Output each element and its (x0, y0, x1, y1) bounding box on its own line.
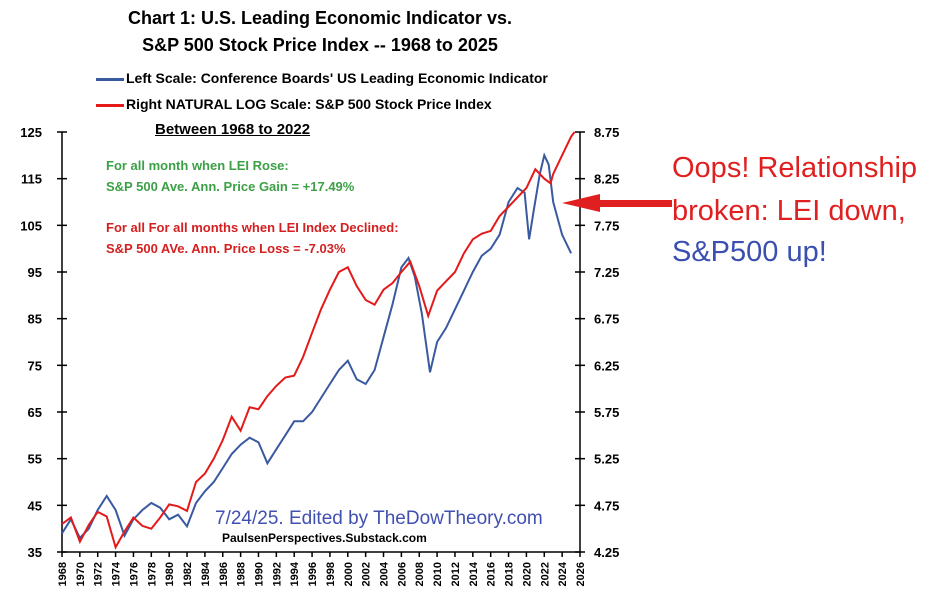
legend-entry-lei: Left Scale: Conference Boards' US Leadin… (96, 70, 548, 86)
x-axis-ticks: 1968 1970 1972 1974 1976 1978 1980 1982 1984 1986… (57, 552, 587, 586)
x-tick-label: 1976 (128, 562, 140, 586)
x-tick-label: 1972 (93, 562, 105, 586)
right-tick-label: 8.75 (594, 125, 619, 140)
right-tick-label: 5.25 (594, 452, 619, 467)
x-tick-label: 2016 (486, 562, 498, 586)
legend-swatch-sp500 (96, 103, 124, 107)
x-tick-label: 2010 (432, 562, 444, 586)
left-tick-label: 105 (20, 218, 42, 233)
left-tick-label: 75 (28, 358, 42, 373)
right-tick-label: 4.25 (594, 545, 619, 560)
left-axis-ticks: 35 45 55 65 75 85 95 105 115 125 (20, 125, 67, 560)
right-tick-label: 8.25 (594, 172, 619, 187)
chart-title-line1: Chart 1: U.S. Leading Economic Indicator… (127, 8, 513, 28)
left-tick-label: 55 (28, 452, 42, 467)
series-line-sp500 (61, 131, 576, 550)
edited-by-note: 7/24/25. Edited by TheDowTheory.com (215, 508, 543, 529)
left-tick-label: 65 (28, 405, 42, 420)
x-tick-label: 2026 (575, 562, 587, 586)
stats-declined-line1: For all For all months when LEI Index De… (106, 220, 399, 235)
right-tick-label: 7.75 (594, 218, 619, 233)
right-tick-label: 7.25 (594, 265, 619, 280)
right-tick-label: 6.75 (594, 312, 619, 327)
oops-annotation-line2: broken: LEI down, (672, 195, 906, 227)
left-tick-label: 45 (28, 498, 42, 513)
oops-annotation-line1: Oops! Relationship (672, 152, 918, 184)
x-tick-label: 1998 (325, 562, 337, 586)
stats-rose-line1: For all month when LEI Rose: (106, 158, 289, 173)
x-tick-label: 1994 (289, 561, 301, 586)
source-note: PaulsenPerspectives.Substack.com (222, 531, 427, 545)
x-tick-label: 2022 (539, 562, 551, 586)
x-tick-label: 1970 (75, 562, 87, 586)
x-tick-label: 1984 (200, 561, 212, 586)
x-tick-label: 1980 (164, 562, 176, 586)
x-tick-label: 1986 (218, 562, 230, 586)
left-tick-label: 115 (21, 172, 42, 187)
x-tick-label: 2024 (557, 561, 569, 586)
x-tick-label: 1988 (236, 562, 248, 586)
x-tick-label: 2014 (468, 561, 480, 586)
x-tick-label: 1992 (271, 562, 283, 586)
series-line-lei (61, 152, 573, 540)
x-tick-label: 2008 (414, 562, 426, 586)
x-tick-label: 2006 (396, 562, 408, 586)
arrow-icon (562, 194, 672, 212)
chart-title-line2: S&P 500 Stock Price Index -- 1968 to 202… (142, 35, 498, 55)
right-axis-ticks: 4.25 4.75 5.25 5.75 6.25 6.75 7.25 7.75 8.25 8.75 (575, 125, 619, 560)
legend-label-lei: Left Scale: Conference Boards' US Leadin… (126, 70, 548, 86)
x-tick-label: 2002 (361, 562, 373, 586)
x-tick-label: 2012 (450, 562, 462, 586)
legend-swatch-lei (96, 77, 124, 81)
left-tick-label: 35 (28, 545, 42, 560)
subheading: Between 1968 to 2022 (155, 121, 311, 138)
x-tick-label: 2004 (379, 561, 391, 586)
right-tick-label: 5.75 (594, 405, 619, 420)
left-tick-label: 85 (28, 312, 42, 327)
x-tick-label: 1974 (111, 561, 123, 586)
stats-declined-line2: S&P 500 AVe. Ann. Price Loss = -7.03% (106, 241, 346, 256)
x-tick-label: 1982 (182, 562, 194, 586)
x-tick-label: 1968 (57, 562, 69, 586)
legend-entry-sp500: Right NATURAL LOG Scale: S&P 500 Stock P… (96, 96, 492, 112)
legend-label-sp500: Right NATURAL LOG Scale: S&P 500 Stock P… (126, 96, 492, 112)
x-tick-label: 1990 (253, 562, 265, 586)
x-tick-label: 1978 (146, 562, 158, 586)
left-tick-label: 125 (20, 125, 42, 140)
x-tick-label: 2020 (521, 562, 533, 586)
stats-rose-line2: S&P 500 Ave. Ann. Price Gain = +17.49% (106, 179, 355, 194)
oops-annotation-line3: S&P500 up! (672, 236, 827, 268)
x-tick-label: 2000 (343, 562, 355, 586)
left-tick-label: 95 (28, 265, 42, 280)
right-tick-label: 4.75 (594, 498, 619, 513)
right-tick-label: 6.25 (594, 358, 619, 373)
x-tick-label: 2018 (504, 562, 516, 586)
x-tick-label: 1996 (307, 562, 319, 586)
